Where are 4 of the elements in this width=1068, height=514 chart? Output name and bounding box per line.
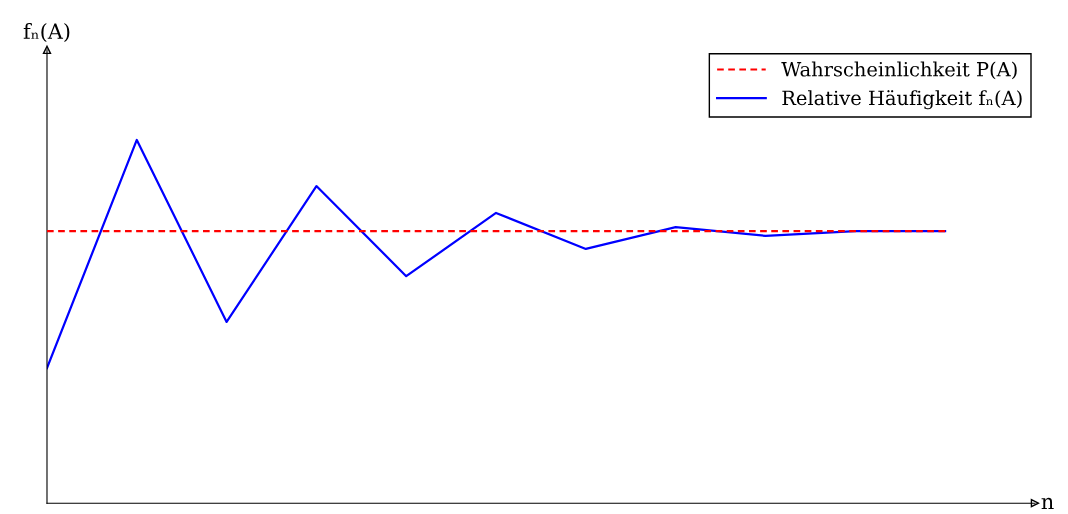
legend-label: Wahrscheinlichkeit P(A) — [781, 61, 1017, 80]
legend-label: Relative Häufigkeit fₙ(A) — [782, 90, 1022, 110]
x-axis-title: n — [1041, 497, 1054, 509]
y-axis-title: fₙ(A) — [23, 22, 70, 42]
